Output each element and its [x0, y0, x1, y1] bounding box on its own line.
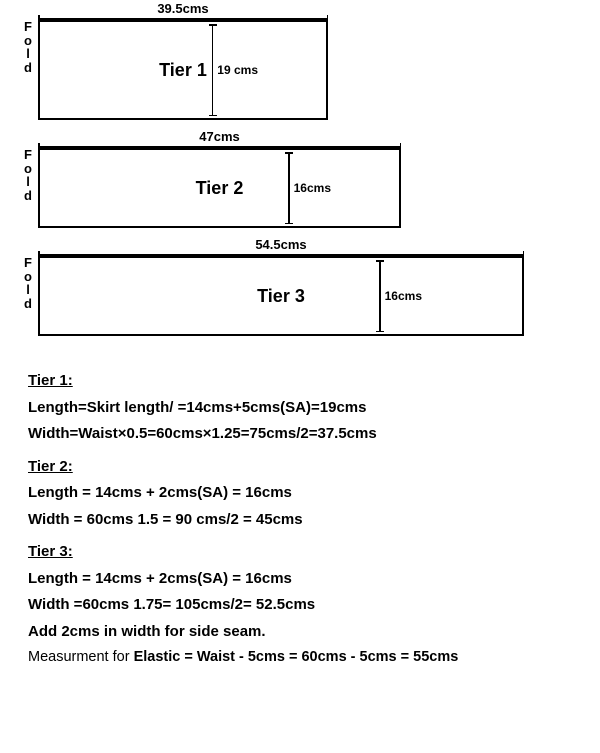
elastic-measurement: Measurment for Elastic = Waist - 5cms = … [28, 647, 578, 669]
tier2-width: Width = 60cms 1.5 = 90 cms/2 = 45cms [28, 509, 578, 532]
width-dimension-label: 54.5cms [255, 237, 306, 254]
height-dimension-line [212, 24, 214, 116]
width-dimension: 39.5cms [38, 0, 328, 20]
height-dimension-label: 16cms [385, 289, 422, 303]
tier-block-3: 54.5cms Fold Tier 3 16cms [38, 256, 524, 336]
tier3-length: Length = 14cms + 2cms(SA) = 16cms [28, 568, 578, 591]
width-dimension-label: 39.5cms [157, 1, 208, 18]
diagram-canvas: 39.5cms Fold Tier 1 19 cms 47cms Fold Ti… [0, 0, 600, 753]
tier1-length: Length=Skirt length/ =14cms+5cms(SA)=19c… [28, 397, 578, 420]
elastic-prefix: Measurment for [28, 649, 134, 665]
tier1-heading: Tier 1: [28, 370, 73, 393]
fold-label: Fold [20, 148, 36, 228]
height-dimension-line [379, 260, 381, 332]
tier3-heading: Tier 3: [28, 541, 73, 564]
height-dimension: 16cms [288, 150, 331, 226]
tier-block-1: 39.5cms Fold Tier 1 19 cms [38, 20, 328, 120]
height-dimension-label: 16cms [294, 181, 331, 195]
tier-rect: Tier 3 16cms [38, 256, 524, 336]
tier-block-2: 47cms Fold Tier 2 16cms [38, 148, 401, 228]
height-dimension-label: 19 cms [217, 63, 258, 77]
height-dimension: 19 cms [212, 22, 258, 118]
tier-name: Tier 2 [196, 178, 244, 199]
width-dimension-label: 47cms [199, 129, 239, 146]
seam-note: Add 2cms in width for side seam. [28, 621, 578, 644]
calculations-block: Tier 1: Length=Skirt length/ =14cms+5cms… [28, 364, 578, 669]
tier-rect: Tier 2 16cms [38, 148, 401, 228]
tier2-length: Length = 14cms + 2cms(SA) = 16cms [28, 482, 578, 505]
fold-label: Fold [20, 20, 36, 120]
height-dimension: 16cms [379, 258, 422, 334]
tier2-heading: Tier 2: [28, 456, 73, 479]
tier1-width: Width=Waist×0.5=60cms×1.25=75cms/2=37.5c… [28, 423, 578, 446]
tier-name: Tier 3 [257, 286, 305, 307]
elastic-value: Elastic = Waist - 5cms = 60cms - 5cms = … [134, 649, 459, 665]
tier-name: Tier 1 [159, 60, 207, 81]
width-dimension: 54.5cms [38, 232, 524, 256]
width-dimension: 47cms [38, 124, 401, 148]
height-dimension-line [288, 152, 290, 224]
tier3-width: Width =60cms 1.75= 105cms/2= 52.5cms [28, 594, 578, 617]
tier-rect: Tier 1 19 cms [38, 20, 328, 120]
fold-label: Fold [20, 256, 36, 336]
